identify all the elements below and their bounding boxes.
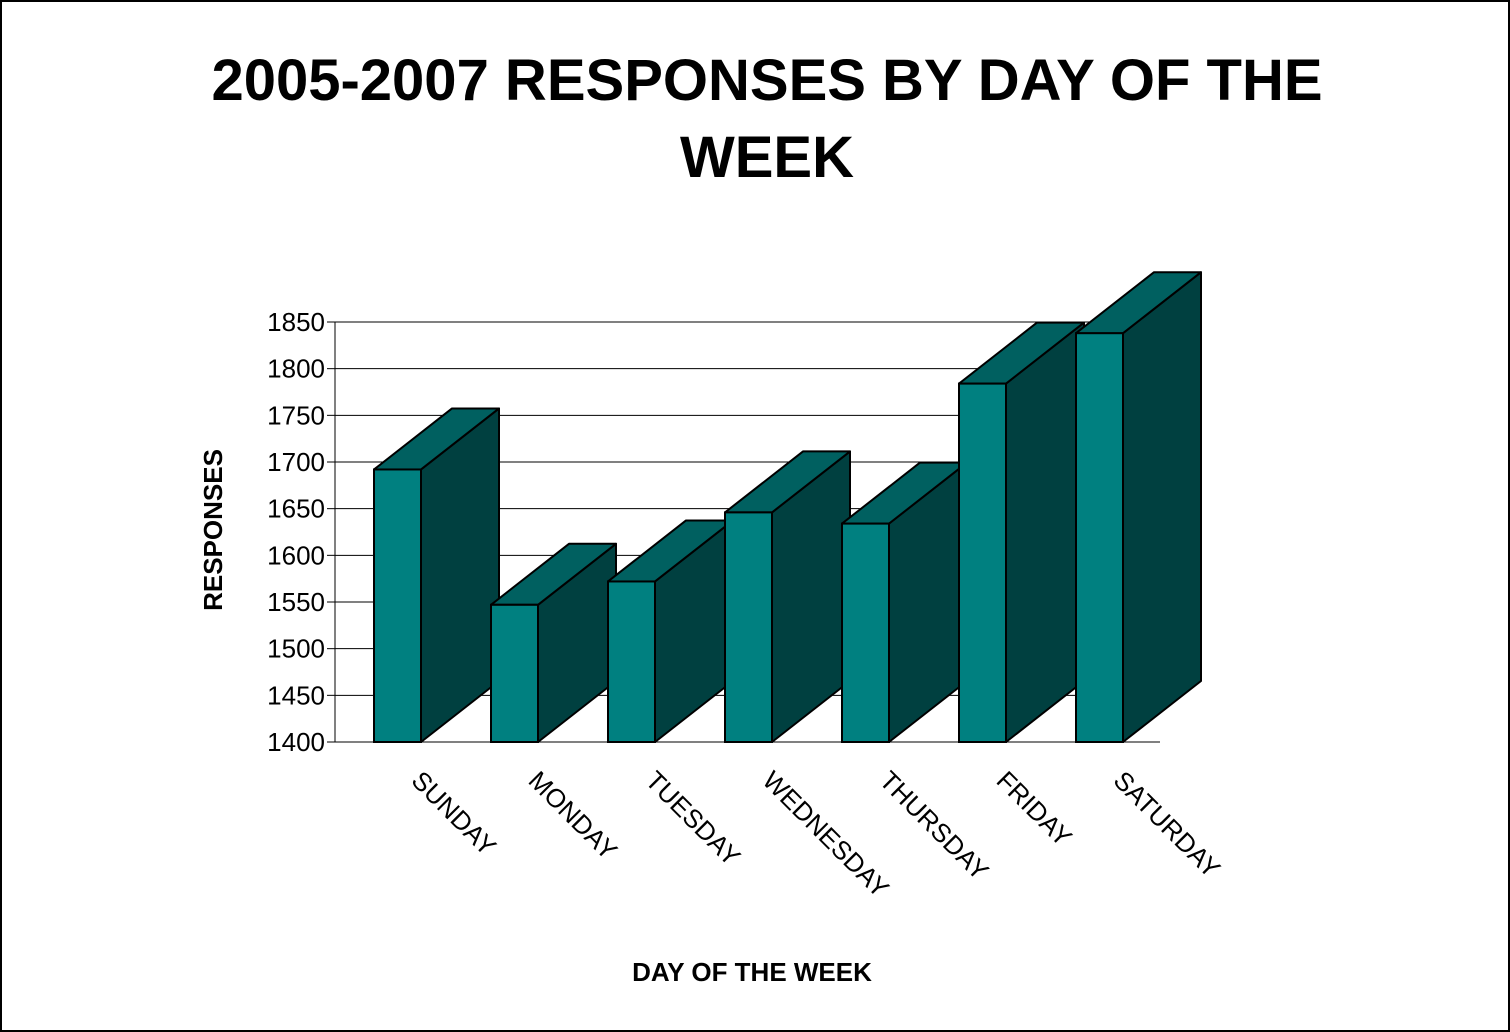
y-tick-label: 1400 [267,727,325,757]
chart-title-line-2: WEEK [680,125,854,190]
bar-front-face [373,468,422,743]
y-tick-label: 1600 [267,540,325,570]
bar-side-face [1122,271,1202,743]
x-tick-label: FRIDAY [991,765,1078,852]
x-tick-label: TUESDAY [640,765,747,872]
y-axis: 1400 1450 1500 1550 1600 1650 1700 1750 1800 1850 [267,307,336,757]
bar-front-face [607,580,656,744]
x-tick-label: SATURDAY [1108,765,1227,884]
bar [373,407,500,743]
bars [373,271,1202,744]
y-tick-label: 1500 [267,634,325,664]
y-tick-label: 1550 [267,587,325,617]
bar [607,519,734,744]
bar [490,542,617,743]
bar-front-face [1075,332,1124,743]
bar-side-face [1005,321,1085,743]
bar [958,321,1085,743]
chart-title-line-1: 2005-2007 RESPONSES BY DAY OF THE [211,48,1322,113]
x-tick-label: THURSDAY [874,765,995,886]
x-axis-title: DAY OF THE WEEK [632,957,872,987]
y-tick-label: 1800 [267,354,325,384]
bar [724,450,851,743]
y-tick-label: 1450 [267,680,325,710]
y-tick-label: 1700 [267,447,325,477]
bar-front-face [841,522,890,743]
x-tick-label: SUNDAY [406,765,502,861]
x-tick-label: MONDAY [523,765,624,866]
y-tick-label: 1650 [267,494,325,524]
bar-front-face [958,382,1007,743]
y-tick-label: 1750 [267,400,325,430]
y-tick-label: 1850 [267,307,325,337]
bar [1075,271,1202,743]
y-axis-title: RESPONSES [198,449,228,611]
bar-front-face [490,603,539,743]
x-axis-labels: SUNDAY MONDAY TUESDAY WEDNESDAYTHURSDAYFRID… [406,765,1227,903]
bar-front-face [724,511,773,743]
bar [841,461,968,743]
